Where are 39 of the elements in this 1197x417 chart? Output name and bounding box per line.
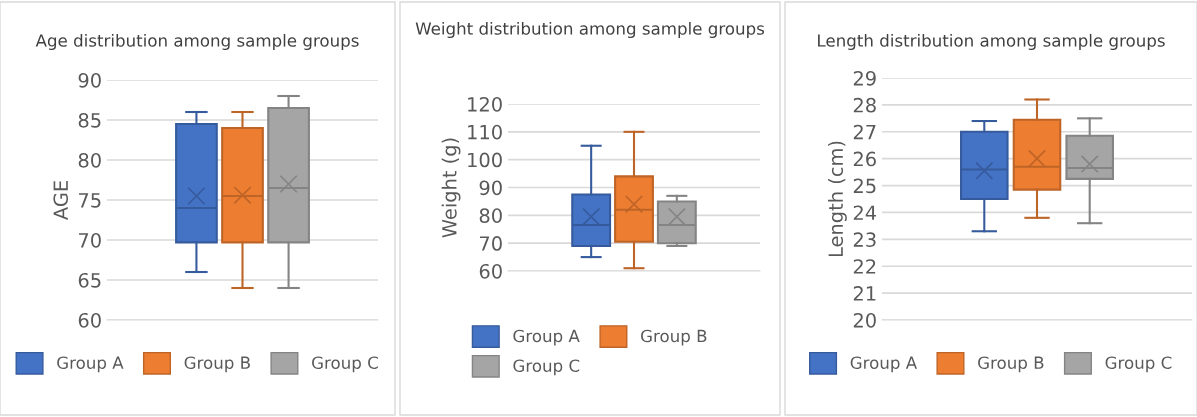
- y-tick-label: 110: [468, 124, 502, 140]
- legend-label: Group B: [978, 356, 1044, 373]
- y-tick-label: 75: [78, 193, 101, 208]
- y-tick-label: 25: [853, 178, 876, 194]
- legend-label: Group C: [312, 356, 378, 373]
- y-tick-label: 70: [78, 232, 101, 248]
- legend-label: Group B: [184, 356, 250, 373]
- y-tick-label: 80: [78, 152, 101, 168]
- legend-label: Group A: [57, 356, 124, 373]
- chart-title: Length distribution among sample groups: [818, 33, 1165, 51]
- y-tick-label: 27: [853, 124, 876, 140]
- y-tick-label: 65: [78, 272, 101, 288]
- y-axis-title: Length (cm): [828, 141, 847, 257]
- y-tick-label: 26: [853, 151, 876, 167]
- y-axis-title: AGE: [53, 181, 69, 221]
- y-tick-label: 90: [78, 72, 101, 88]
- legend-label: Group C: [1105, 356, 1172, 373]
- y-tick-label: 60: [479, 263, 502, 279]
- y-tick-label: 22: [853, 259, 876, 274]
- y-tick-label: 90: [479, 180, 502, 196]
- y-tick-label: 120: [468, 96, 502, 112]
- legend-label: Group B: [641, 329, 707, 346]
- y-axis-title: Weight (g): [441, 138, 461, 238]
- y-tick-label: 28: [853, 97, 876, 113]
- y-tick-label: 70: [479, 236, 502, 251]
- y-tick-label: 24: [853, 205, 877, 220]
- y-tick-label: 20: [853, 312, 876, 328]
- y-tick-label: 85: [78, 112, 101, 128]
- y-tick-label: 60: [78, 312, 101, 328]
- chart-title: Age distribution among sample groups: [35, 33, 359, 51]
- y-tick-label: 21: [853, 286, 876, 301]
- legend-label: Group A: [850, 356, 918, 373]
- y-tick-label: 23: [853, 232, 876, 247]
- y-tick-label: 80: [479, 208, 502, 223]
- legend-label: Group C: [513, 359, 580, 376]
- legend-label: Group A: [513, 329, 580, 346]
- chart-title: Weight distribution among sample groups: [415, 21, 765, 39]
- y-tick-label: 29: [853, 70, 876, 86]
- y-tick-label: 100: [468, 152, 502, 168]
